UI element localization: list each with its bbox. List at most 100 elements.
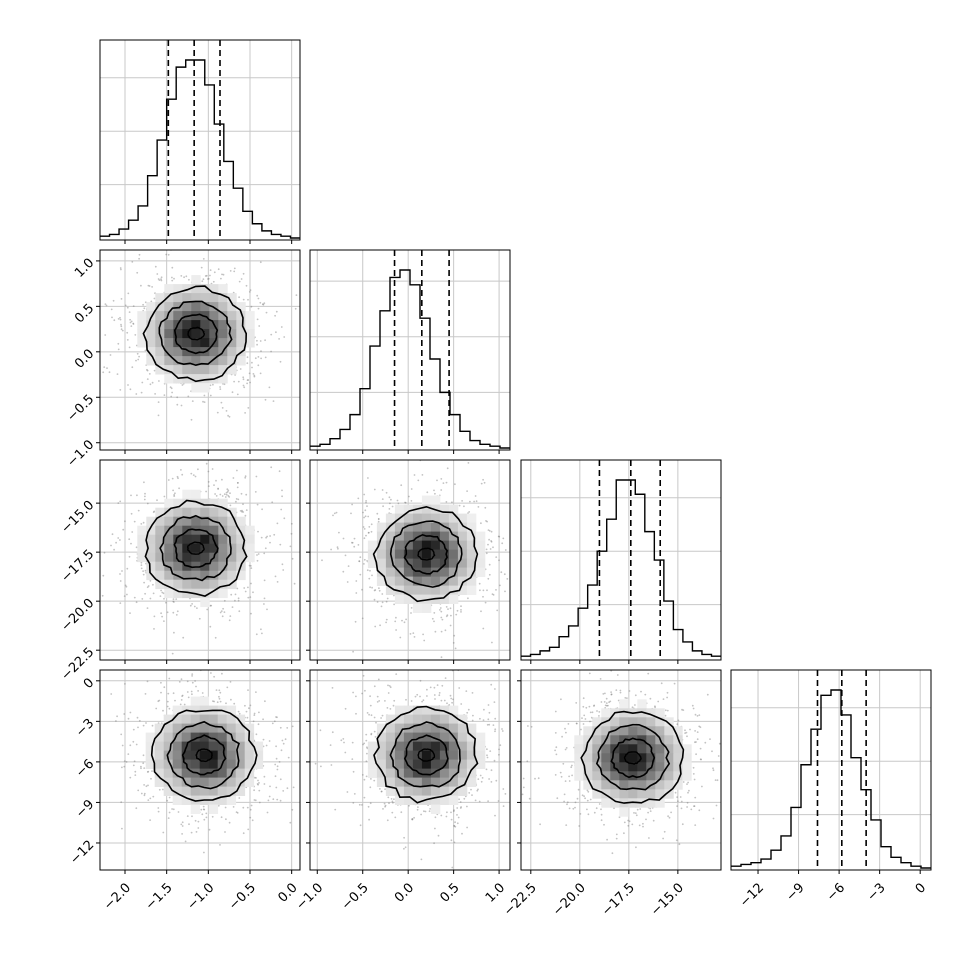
- sample-point: [451, 501, 453, 504]
- density-cell: [163, 768, 174, 778]
- sample-point: [210, 604, 213, 607]
- density-cell: [146, 525, 156, 536]
- density-cell: [412, 603, 423, 613]
- sample-point: [236, 393, 239, 396]
- density-cell: [172, 777, 183, 787]
- sample-point: [369, 786, 372, 789]
- sample-point: [205, 462, 208, 465]
- sample-point: [452, 810, 455, 813]
- sample-point: [403, 847, 405, 850]
- contour-line: [142, 285, 248, 383]
- sample-point: [209, 384, 212, 387]
- density-cell: [173, 561, 183, 572]
- sample-point: [262, 303, 265, 306]
- sample-point: [351, 541, 353, 544]
- density-cell: [208, 723, 219, 733]
- sample-point: [143, 581, 146, 584]
- sample-point: [229, 504, 232, 507]
- sample-point: [220, 277, 222, 280]
- sample-point: [153, 297, 156, 300]
- sample-point: [365, 733, 368, 736]
- sample-point: [136, 494, 138, 497]
- density-cell: [227, 320, 237, 330]
- sample-point: [498, 559, 500, 562]
- sample-point: [125, 761, 128, 763]
- sample-point: [163, 620, 165, 622]
- sample-point: [238, 296, 241, 299]
- sample-point: [303, 378, 305, 380]
- density-cell: [199, 741, 210, 751]
- sample-point: [453, 809, 455, 811]
- density-cell: [209, 311, 219, 321]
- sample-point: [330, 764, 333, 766]
- density-cell: [182, 293, 192, 303]
- sample-point: [388, 802, 390, 805]
- sample-point: [351, 741, 354, 744]
- sample-point: [115, 541, 117, 544]
- sample-point: [391, 811, 394, 814]
- sample-point: [244, 476, 247, 479]
- density-cell: [421, 558, 432, 568]
- sample-point: [416, 693, 419, 696]
- sample-point: [253, 375, 256, 378]
- sample-point: [482, 589, 485, 592]
- sample-point: [266, 811, 269, 814]
- sample-point: [276, 581, 279, 583]
- density-cell: [421, 576, 432, 586]
- sample-point: [122, 528, 125, 531]
- density-cell: [218, 543, 228, 554]
- sample-point: [178, 681, 181, 683]
- sample-point: [213, 700, 216, 703]
- sample-point: [263, 597, 266, 600]
- sample-point: [419, 695, 421, 698]
- density-cell: [421, 513, 432, 523]
- sample-point: [502, 805, 505, 807]
- sample-point: [410, 500, 413, 502]
- sample-point: [181, 825, 184, 827]
- sample-point: [203, 851, 205, 854]
- density-cell: [457, 585, 468, 595]
- sample-point: [365, 775, 368, 778]
- sample-point: [201, 280, 204, 283]
- density-cell: [146, 320, 156, 330]
- density-cell: [235, 723, 246, 733]
- sample-point: [434, 492, 436, 495]
- density-cell: [245, 338, 255, 348]
- sample-point: [257, 783, 259, 786]
- sample-point: [124, 683, 126, 685]
- density-cell: [475, 540, 486, 550]
- sample-point: [421, 700, 423, 703]
- sample-point: [320, 765, 322, 768]
- sample-point: [291, 808, 294, 811]
- sample-point: [421, 474, 424, 476]
- sample-point: [256, 559, 259, 562]
- sample-point: [247, 407, 250, 409]
- sample-point: [280, 326, 283, 328]
- sample-point: [483, 708, 485, 711]
- sample-point: [378, 587, 380, 590]
- sample-point: [195, 831, 198, 833]
- sample-point: [233, 702, 236, 705]
- density-cell: [466, 585, 477, 595]
- sample-point: [205, 816, 208, 819]
- sample-point: [470, 788, 472, 791]
- sample-point: [188, 278, 190, 281]
- sample-point: [484, 601, 487, 604]
- density-cell: [182, 534, 192, 545]
- density-cell: [421, 723, 432, 733]
- sample-point: [246, 382, 249, 385]
- sample-point: [486, 748, 488, 751]
- sample-point: [111, 533, 114, 536]
- density-cell: [394, 540, 405, 550]
- density-cell: [236, 356, 246, 366]
- sample-point: [367, 805, 370, 808]
- sample-point: [236, 587, 239, 590]
- sample-point: [404, 846, 407, 849]
- density-cell: [385, 558, 396, 568]
- sample-point: [158, 788, 161, 791]
- sample-point: [243, 587, 246, 589]
- sample-point: [129, 321, 132, 324]
- sample-point: [124, 304, 127, 307]
- density-cell: [200, 284, 210, 294]
- sample-point: [486, 754, 488, 757]
